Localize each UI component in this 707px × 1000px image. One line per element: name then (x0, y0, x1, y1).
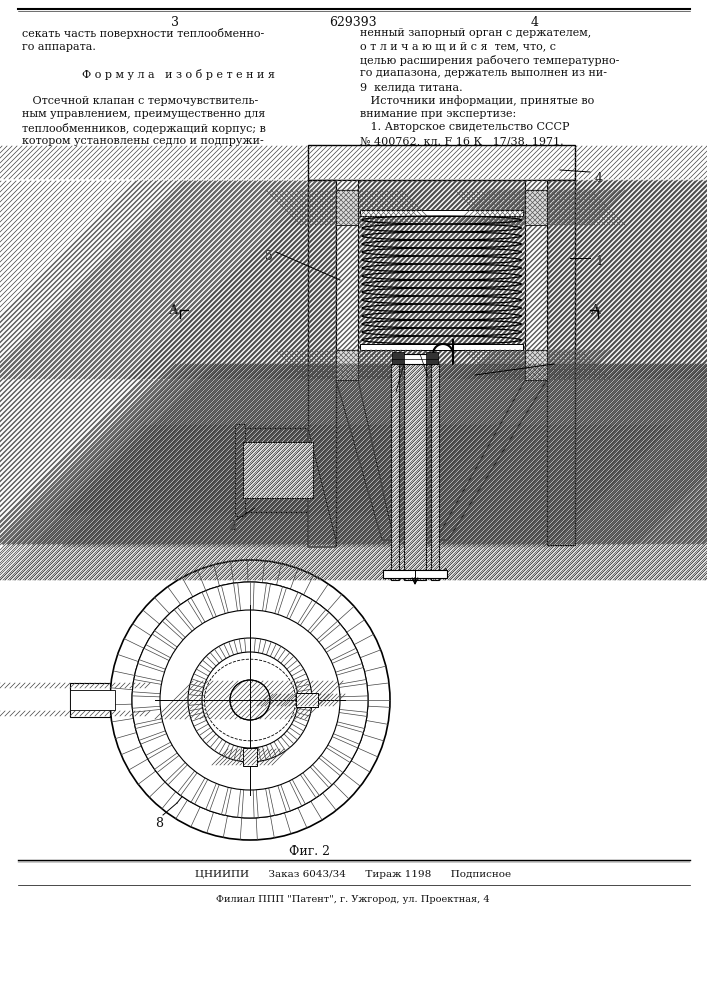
Text: 3: 3 (171, 16, 179, 29)
Bar (336, 180, 358, 380)
Bar (231, 681, 269, 719)
Bar (405, 364, 425, 580)
Bar (392, 352, 404, 364)
Text: № 400762, кл. F 16 К   17/38, 1971.: № 400762, кл. F 16 К 17/38, 1971. (360, 136, 563, 146)
Text: го аппарата.: го аппарата. (22, 41, 96, 51)
Bar (71, 683, 109, 688)
Bar (297, 694, 317, 706)
Bar (336, 180, 547, 545)
Polygon shape (336, 380, 394, 540)
Bar (336, 190, 358, 225)
Polygon shape (436, 380, 547, 540)
Text: Фиг. 1: Фиг. 1 (409, 568, 450, 581)
Bar (243, 748, 257, 766)
Bar (70, 683, 110, 717)
Text: 3: 3 (390, 390, 398, 403)
Bar (360, 344, 523, 350)
Circle shape (188, 638, 312, 762)
Bar (70, 690, 115, 710)
Text: ненный запорный орган с держателем,: ненный запорный орган с держателем, (360, 28, 591, 38)
Text: внимание при экспертизе:: внимание при экспертизе: (360, 109, 516, 119)
Bar (336, 190, 358, 225)
Bar (308, 380, 398, 545)
Bar (392, 364, 399, 580)
Text: 9  келида титана.: 9 келида титана. (360, 82, 462, 92)
Text: го диапазона, держатель выполнен из ни-: го диапазона, держатель выполнен из ни- (360, 68, 607, 79)
Bar (525, 180, 547, 380)
Bar (383, 570, 447, 578)
Bar (404, 364, 426, 580)
Bar (308, 145, 575, 180)
Text: Филиал ППП "Патент", г. Ужгород, ул. Проектная, 4: Филиал ППП "Патент", г. Ужгород, ул. Про… (216, 895, 490, 904)
Bar (525, 190, 547, 225)
Bar (308, 425, 341, 547)
Text: 4: 4 (595, 172, 603, 185)
Bar (391, 364, 399, 580)
Bar (236, 425, 244, 515)
Circle shape (110, 560, 390, 840)
Bar (525, 190, 547, 225)
Text: Ф о р м у л а   и з о б р е т е н и я: Ф о р м у л а и з о б р е т е н и я (81, 68, 274, 80)
Circle shape (132, 582, 368, 818)
Text: Фиг. 2: Фиг. 2 (289, 845, 330, 858)
Text: А-А: А-А (165, 618, 188, 631)
Text: 2: 2 (228, 520, 236, 533)
Circle shape (132, 582, 368, 818)
Text: котором установлены седло и подпружи-: котором установлены седло и подпружи- (22, 136, 264, 146)
Bar (525, 190, 547, 225)
Text: ЦНИИПИ      Заказ 6043/34      Тираж 1198      Подписное: ЦНИИПИ Заказ 6043/34 Тираж 1198 Подписно… (195, 870, 511, 879)
Text: Источники информации, принятые во: Источники информации, принятые во (360, 96, 595, 106)
Text: Отсечной клапан с термочувствитель-: Отсечной клапан с термочувствитель- (22, 96, 258, 105)
Circle shape (230, 680, 270, 720)
Bar (525, 350, 547, 380)
Text: 629393: 629393 (329, 16, 377, 29)
Bar (336, 350, 358, 380)
Bar (431, 364, 439, 580)
Bar (336, 350, 358, 380)
Text: 6: 6 (430, 375, 438, 388)
Text: 1. Авторское свидетельство СССР: 1. Авторское свидетельство СССР (360, 122, 570, 132)
Bar (426, 352, 438, 364)
Bar (337, 180, 357, 379)
Bar (397, 354, 433, 364)
Bar (244, 749, 256, 765)
Bar (336, 190, 358, 225)
Text: 7: 7 (560, 362, 568, 375)
Text: A: A (168, 304, 177, 317)
Text: секать часть поверхности теплообменно-: секать часть поверхности теплообменно- (22, 28, 264, 39)
Text: целью расширения рабочего температурно-: целью расширения рабочего температурно- (360, 55, 619, 66)
Bar (309, 146, 574, 179)
Bar (548, 181, 574, 544)
Text: A: A (590, 304, 600, 317)
Bar (336, 350, 358, 380)
Text: 8: 8 (155, 817, 163, 830)
Bar (525, 350, 547, 380)
Circle shape (160, 610, 340, 790)
Bar (71, 711, 109, 716)
Bar (526, 180, 546, 379)
Text: 5: 5 (265, 250, 273, 263)
Text: теплообменников, содержащий корпус; в: теплообменников, содержащий корпус; в (22, 122, 266, 133)
Text: ным управлением, преимущественно для: ным управлением, преимущественно для (22, 109, 265, 119)
Text: о т л и ч а ю щ и й с я  тем, что, с: о т л и ч а ю щ и й с я тем, что, с (360, 41, 556, 51)
Text: 4: 4 (531, 16, 539, 29)
Bar (243, 428, 308, 512)
Bar (309, 181, 335, 544)
Circle shape (202, 652, 298, 748)
Bar (432, 364, 439, 580)
Bar (244, 429, 307, 511)
Bar (547, 180, 575, 545)
Polygon shape (308, 428, 336, 547)
Bar (525, 350, 547, 380)
Bar (308, 180, 336, 545)
Bar (360, 210, 523, 216)
Bar (296, 693, 318, 707)
Bar (243, 442, 313, 498)
Bar (235, 424, 245, 516)
Text: 1: 1 (595, 255, 603, 268)
